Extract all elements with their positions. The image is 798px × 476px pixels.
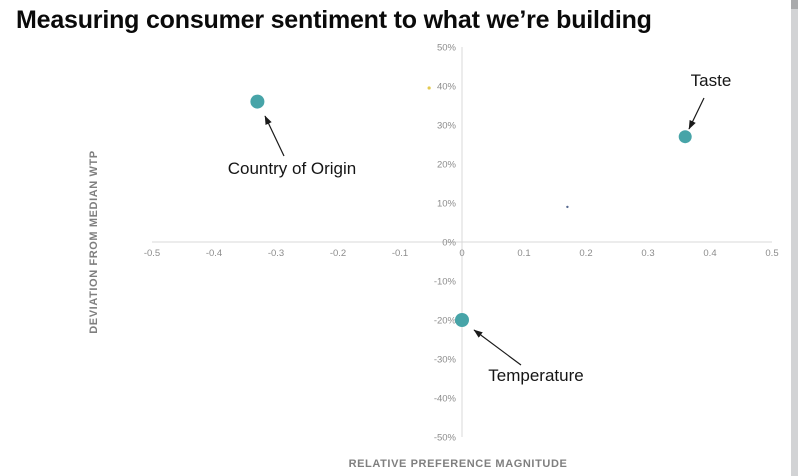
x-tick-label: 0.5 — [765, 248, 778, 259]
y-tick-label: 10% — [437, 199, 457, 210]
y-axis-title: DEVIATION FROM MEDIAN WTP — [88, 150, 100, 333]
y-tick-label: -40% — [434, 394, 457, 405]
x-tick-label: -0.5 — [144, 248, 160, 259]
y-tick-label: 30% — [437, 121, 457, 132]
x-tick-label: -0.3 — [268, 248, 284, 259]
annotation-label: Taste — [691, 71, 732, 90]
data-point-country-of-origin — [250, 94, 265, 109]
y-tick-label: 40% — [437, 82, 457, 93]
annotation-arrow — [473, 329, 522, 366]
annotation-label: Temperature — [488, 366, 583, 385]
y-tick-label: -20% — [434, 316, 457, 327]
y-tick-label: -10% — [434, 277, 457, 288]
data-point-temperature — [455, 313, 469, 327]
y-tick-label: 50% — [437, 43, 457, 54]
data-point-taste — [678, 130, 692, 144]
minor-mark — [427, 86, 431, 90]
x-axis-title: RELATIVE PREFERENCE MAGNITUDE — [349, 458, 568, 470]
y-tick-label: -30% — [434, 355, 457, 366]
x-tick-label: 0.2 — [579, 248, 592, 259]
annotation-arrow — [264, 115, 285, 157]
right-edge-cap — [791, 0, 798, 9]
plot-layer: -0.5 -0.4 -0.3 -0.2 -0.1 0 0.1 0.2 0.3 0.4 0.5 50% 4… — [144, 43, 779, 444]
x-tick-label: 0.4 — [703, 248, 716, 259]
right-edge-strip — [791, 0, 798, 476]
x-tick-label: -0.4 — [206, 248, 222, 259]
x-tick-label: 0.1 — [517, 248, 530, 259]
x-tick-label: 0 — [459, 248, 464, 259]
x-tick-label: 0.3 — [641, 248, 654, 259]
y-tick-label: 20% — [437, 160, 457, 171]
y-tick-label: 0% — [442, 238, 456, 249]
y-tick-label: -50% — [434, 433, 457, 444]
minor-mark — [566, 205, 569, 209]
x-tick-label: -0.2 — [330, 248, 346, 259]
x-tick-label: -0.1 — [392, 248, 408, 259]
annotation-label: Country of Origin — [228, 159, 357, 178]
chart-title: Measuring consumer sentiment to what we’… — [16, 6, 652, 34]
annotation-arrow — [688, 97, 705, 130]
